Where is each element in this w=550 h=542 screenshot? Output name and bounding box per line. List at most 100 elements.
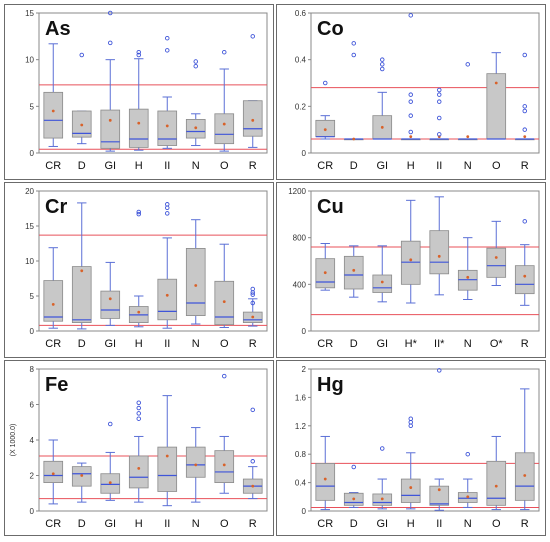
mean-marker bbox=[165, 454, 169, 458]
x-tick-label: GI bbox=[376, 518, 388, 530]
mean-marker bbox=[251, 315, 255, 319]
outlier-point bbox=[136, 400, 141, 405]
y-tick-label: 0.4 bbox=[295, 479, 307, 488]
box-cr bbox=[315, 80, 336, 140]
mean-marker bbox=[251, 484, 255, 488]
x-tick-label: II bbox=[436, 160, 442, 172]
box-gi bbox=[372, 446, 393, 510]
outlier-point bbox=[221, 373, 227, 379]
x-tick-label: GI bbox=[104, 518, 116, 530]
mean-marker bbox=[466, 495, 470, 499]
box-o bbox=[214, 243, 235, 328]
y-tick-label: 0.6 bbox=[295, 9, 307, 18]
x-tick-label: D bbox=[78, 518, 86, 530]
iqr-box bbox=[157, 446, 178, 492]
panel-hg: 0 0.4 0.8 1.2 1.6 2 Hg CR D GI H II N O R bbox=[276, 360, 546, 536]
x-tick-label: O bbox=[220, 338, 229, 350]
x-tick-label: O bbox=[492, 160, 501, 172]
mean-marker bbox=[409, 486, 413, 489]
x-tick-label: N bbox=[464, 160, 472, 172]
outlier-point bbox=[136, 411, 141, 416]
box-d bbox=[71, 52, 92, 145]
outlier-point bbox=[436, 87, 442, 93]
iqr-box bbox=[429, 485, 450, 506]
outlier-point bbox=[221, 49, 227, 55]
y-tick-label: 5 bbox=[30, 292, 35, 301]
iqr-box bbox=[43, 460, 64, 484]
y-tick-label: 0 bbox=[30, 327, 35, 336]
iqr-box bbox=[486, 460, 507, 506]
x-tick-label: H bbox=[135, 518, 143, 530]
x-tick-label: D bbox=[350, 160, 358, 172]
outlier-point bbox=[136, 49, 141, 55]
outlier-point bbox=[107, 10, 113, 16]
x-tick-label: N bbox=[464, 518, 472, 530]
x-tick-label: II bbox=[164, 518, 170, 530]
outlier-point bbox=[408, 113, 413, 118]
plot-frame bbox=[310, 12, 540, 154]
outlier-point bbox=[250, 290, 255, 295]
y-tick-label: 1.2 bbox=[295, 422, 307, 431]
x-tick-label: D bbox=[350, 338, 358, 350]
iqr-box bbox=[400, 478, 421, 503]
element-label: Cr bbox=[45, 196, 67, 218]
mean-marker bbox=[80, 474, 84, 477]
outlier-point bbox=[136, 209, 141, 215]
outlier-point bbox=[79, 52, 84, 58]
x-tick-label: CR bbox=[45, 518, 61, 530]
x-tick-label: H bbox=[407, 160, 415, 172]
x-tick-label: D bbox=[78, 338, 86, 350]
outlier-point bbox=[379, 62, 385, 67]
mean-marker bbox=[466, 275, 470, 279]
y-tick-label: 10 bbox=[25, 56, 34, 65]
outlier-point bbox=[107, 421, 113, 427]
x-tick-label: H bbox=[407, 518, 415, 530]
mean-marker bbox=[51, 109, 55, 113]
element-label: Cu bbox=[317, 196, 344, 218]
y-tick-label: 0 bbox=[302, 149, 307, 158]
outlier-point bbox=[351, 464, 356, 470]
iqr-box bbox=[157, 110, 178, 146]
iqr-box bbox=[100, 290, 121, 319]
y-tick-label: 0 bbox=[30, 149, 35, 158]
mean-marker bbox=[251, 118, 255, 122]
panel-cr: 0 5 10 15 20 Cr CR D GI H II N O R bbox=[4, 182, 274, 358]
outlier-point bbox=[250, 300, 255, 306]
outlier-point bbox=[408, 13, 413, 18]
mean-marker bbox=[380, 497, 384, 501]
box-ii bbox=[429, 87, 450, 141]
outlier-point bbox=[136, 52, 141, 58]
y-tick-label: 20 bbox=[25, 187, 34, 196]
element-label: Fe bbox=[45, 374, 68, 396]
mean-marker bbox=[51, 303, 55, 306]
iqr-box bbox=[214, 113, 235, 145]
x-tick-label: H bbox=[135, 160, 143, 172]
outlier-point bbox=[408, 129, 413, 135]
x-tick-label: D bbox=[78, 160, 86, 172]
iqr-box bbox=[429, 230, 450, 275]
outlier-point bbox=[250, 407, 255, 413]
y-tick-label: 6 bbox=[30, 401, 35, 410]
x-tick-label: II* bbox=[434, 338, 445, 350]
outlier-point bbox=[436, 92, 442, 97]
iqr-box bbox=[128, 108, 149, 148]
box-n bbox=[457, 62, 478, 141]
box-gi bbox=[100, 10, 121, 152]
outlier-point bbox=[351, 41, 356, 46]
outlier-point bbox=[136, 405, 141, 411]
box-n bbox=[185, 219, 206, 325]
mean-marker bbox=[380, 125, 384, 129]
outlier-point bbox=[522, 219, 527, 224]
mean-marker bbox=[409, 258, 413, 262]
x-tick-label: N bbox=[464, 338, 472, 350]
box-gi bbox=[372, 57, 393, 140]
outlier-point bbox=[436, 115, 442, 121]
iqr-box bbox=[343, 255, 364, 290]
x-tick-label: R bbox=[249, 160, 257, 172]
box-o bbox=[214, 373, 235, 494]
box-r bbox=[514, 219, 535, 306]
iqr-box bbox=[157, 278, 178, 321]
x-tick-label: O* bbox=[490, 338, 504, 350]
mean-marker bbox=[494, 81, 498, 85]
y-tick-label: 15 bbox=[25, 9, 34, 18]
